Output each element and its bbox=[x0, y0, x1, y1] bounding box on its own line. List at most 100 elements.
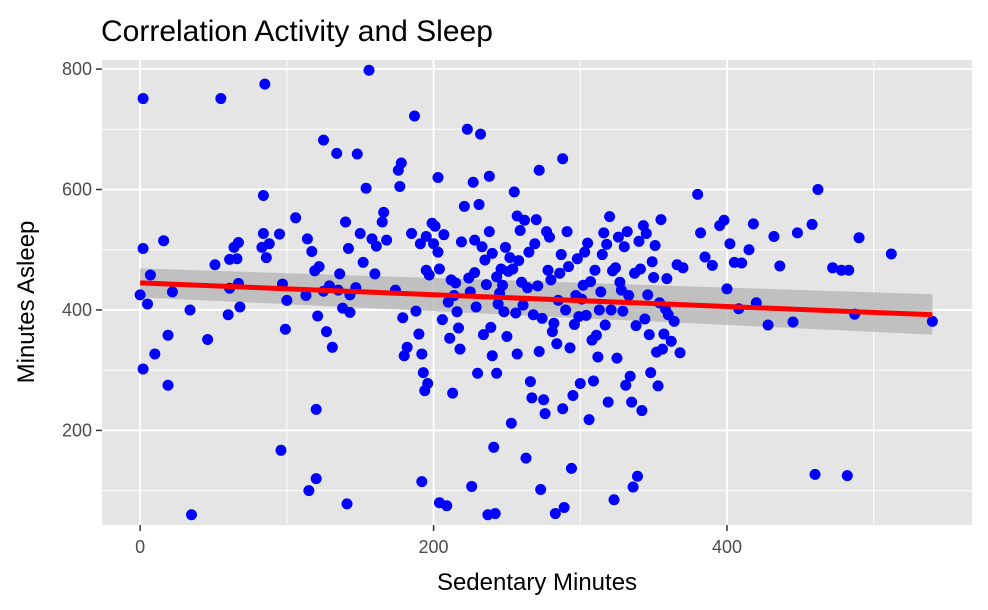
data-point bbox=[642, 289, 654, 301]
data-point bbox=[134, 289, 146, 301]
data-point bbox=[630, 320, 642, 332]
data-point bbox=[331, 147, 343, 159]
data-point bbox=[303, 485, 315, 497]
data-point bbox=[543, 231, 555, 243]
data-point bbox=[853, 232, 865, 244]
data-point bbox=[444, 332, 456, 344]
data-point bbox=[420, 230, 432, 242]
data-point bbox=[536, 312, 548, 324]
data-point bbox=[144, 269, 156, 281]
data-point bbox=[926, 315, 938, 327]
data-point bbox=[533, 164, 545, 176]
data-point bbox=[354, 227, 366, 239]
data-point bbox=[624, 370, 636, 382]
data-point bbox=[511, 348, 523, 360]
data-point bbox=[275, 444, 287, 456]
data-point bbox=[646, 256, 658, 268]
data-point bbox=[535, 483, 547, 495]
data-point bbox=[508, 186, 520, 198]
data-point bbox=[413, 328, 425, 340]
data-point bbox=[827, 262, 839, 274]
points-layer bbox=[134, 64, 938, 521]
data-point bbox=[137, 243, 149, 255]
data-point bbox=[488, 441, 500, 453]
data-point bbox=[596, 249, 608, 261]
y-axis-title: Minutes Asleep bbox=[13, 221, 40, 384]
data-point bbox=[395, 157, 407, 169]
data-point bbox=[184, 304, 196, 316]
data-point bbox=[162, 379, 174, 391]
data-point bbox=[567, 389, 579, 401]
data-point bbox=[260, 252, 272, 264]
data-point bbox=[809, 468, 821, 480]
data-point bbox=[466, 480, 478, 492]
data-point bbox=[513, 255, 525, 267]
data-point bbox=[455, 236, 467, 248]
data-point bbox=[843, 264, 855, 276]
data-point bbox=[475, 128, 487, 140]
data-point bbox=[593, 304, 605, 316]
data-point bbox=[340, 216, 352, 228]
data-point bbox=[290, 212, 302, 224]
data-point bbox=[633, 235, 645, 247]
data-point bbox=[141, 298, 153, 310]
data-point bbox=[472, 367, 484, 379]
data-point bbox=[841, 470, 853, 482]
data-point bbox=[341, 498, 353, 510]
data-point bbox=[504, 252, 516, 264]
data-point bbox=[595, 286, 607, 298]
data-point bbox=[539, 408, 551, 420]
data-point bbox=[231, 253, 243, 265]
data-point bbox=[469, 267, 481, 279]
y-tick-label: 400 bbox=[62, 300, 92, 320]
data-point bbox=[652, 380, 664, 392]
x-axis-title: Sedentary Minutes bbox=[437, 569, 637, 596]
data-point bbox=[476, 241, 488, 253]
data-point bbox=[491, 367, 503, 379]
data-point bbox=[453, 322, 465, 334]
data-point bbox=[608, 494, 620, 506]
data-point bbox=[538, 394, 550, 406]
data-point bbox=[583, 414, 595, 426]
data-point bbox=[505, 417, 517, 429]
data-point bbox=[202, 333, 214, 345]
data-point bbox=[579, 246, 591, 258]
data-point bbox=[416, 476, 428, 488]
data-point bbox=[592, 351, 604, 363]
data-point bbox=[643, 329, 655, 341]
data-point bbox=[497, 279, 509, 291]
data-point bbox=[398, 350, 410, 362]
data-point bbox=[768, 230, 780, 242]
data-point bbox=[639, 313, 651, 325]
data-point bbox=[363, 64, 375, 76]
data-point bbox=[546, 326, 558, 338]
data-point bbox=[334, 268, 346, 280]
data-point bbox=[612, 231, 624, 243]
data-point bbox=[530, 214, 542, 226]
data-point bbox=[422, 377, 434, 389]
y-tick-label: 600 bbox=[62, 180, 92, 200]
data-point bbox=[149, 348, 161, 360]
data-point bbox=[406, 227, 418, 239]
x-axis-ticks: 0 200 400 bbox=[135, 525, 742, 557]
data-point bbox=[557, 153, 569, 165]
data-point bbox=[621, 226, 633, 238]
data-point bbox=[519, 214, 531, 226]
data-point bbox=[259, 78, 271, 90]
data-point bbox=[527, 309, 539, 321]
data-point bbox=[451, 306, 463, 318]
data-point bbox=[521, 282, 533, 294]
data-point bbox=[483, 170, 495, 182]
data-point bbox=[394, 180, 406, 192]
data-point bbox=[623, 290, 635, 302]
data-point bbox=[428, 238, 440, 250]
data-point bbox=[665, 335, 677, 347]
data-point bbox=[599, 319, 611, 331]
data-point bbox=[274, 228, 286, 240]
data-point bbox=[609, 262, 621, 274]
y-axis-ticks: 200 400 600 800 bbox=[62, 59, 102, 440]
data-point bbox=[417, 367, 429, 379]
data-point bbox=[162, 329, 174, 341]
data-point bbox=[589, 264, 601, 276]
data-point bbox=[563, 261, 575, 273]
